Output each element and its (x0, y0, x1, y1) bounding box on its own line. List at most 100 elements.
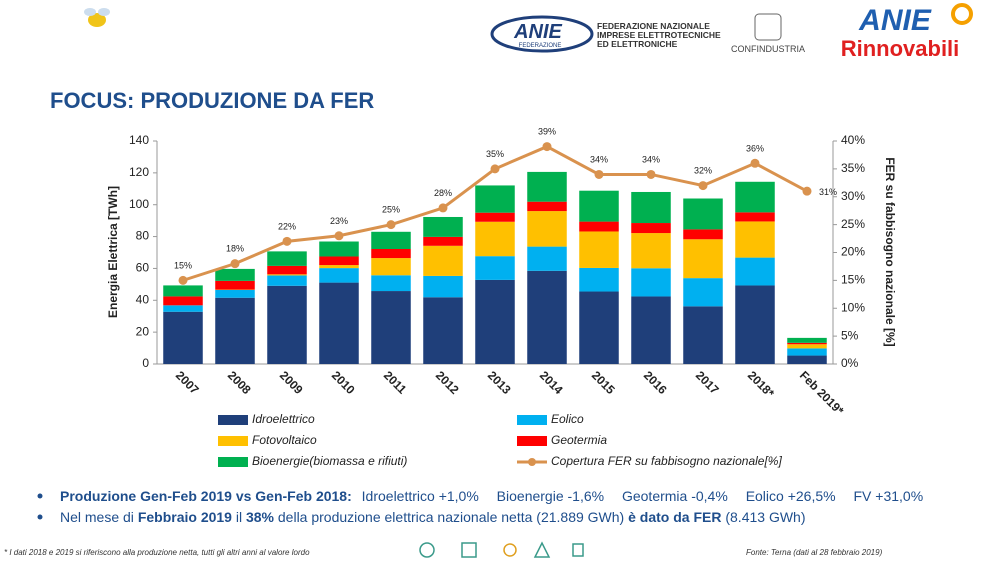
data-label: 28% (434, 188, 452, 198)
source: Fonte: Terna (dati al 28 febbraio 2019) (746, 548, 883, 557)
bullet-text: 38% (246, 509, 275, 525)
bar-segment (735, 285, 775, 364)
bullet-text: è dato da FER (628, 509, 721, 525)
y-tick-label: 100 (129, 197, 149, 211)
line-point (490, 164, 500, 174)
confindustria-emblem (754, 13, 782, 41)
bar-segment (475, 212, 515, 222)
data-label: 39% (538, 127, 556, 137)
line-point (802, 186, 812, 196)
bar-segment (215, 289, 255, 298)
bar-segment (371, 291, 411, 364)
bar-segment (787, 344, 827, 349)
bar-segment (579, 221, 619, 232)
x-tick-label: 2012 (433, 368, 462, 397)
x-tick-label: Feb 2019* (797, 368, 847, 418)
line-point (750, 158, 760, 168)
bar-segment (319, 256, 359, 266)
y2-tick-label: 5% (841, 328, 859, 342)
y2-tick-label: 10% (841, 300, 865, 314)
bar-segment (267, 274, 307, 276)
line-point (334, 231, 344, 241)
x-tick-label: 2009 (277, 368, 306, 397)
legend-swatch (218, 457, 248, 467)
x-tick-label: 2008 (225, 368, 254, 397)
federation-line: ED ELETTRONICHE (597, 39, 678, 49)
bar-segment (423, 297, 463, 364)
bar-segment (267, 251, 307, 266)
bar-segment (787, 337, 827, 343)
bar-segment (735, 212, 775, 222)
bar-segment (631, 223, 671, 234)
y-tick-label: 140 (129, 133, 149, 147)
bar-segment (579, 190, 619, 222)
bar-segment (215, 268, 255, 281)
bar-segment (267, 265, 307, 275)
legend-label: Fotovoltaico (252, 433, 317, 447)
y-tick-label: 40 (136, 292, 150, 306)
bar-segment (475, 185, 515, 213)
legend-swatch (517, 436, 547, 446)
bar-segment (735, 181, 775, 213)
bar-segment (475, 221, 515, 257)
chart: 0 20 40 60 80 100 120 140 0% 5% 10% 15% 20% 25% 30% 35%… (129, 127, 865, 469)
x-tick-label: 2018* (745, 368, 777, 400)
y2-tick-label: 30% (841, 189, 865, 203)
y-tick-label: 0 (142, 356, 149, 370)
bar-segment (423, 236, 463, 246)
bar-segment (319, 282, 359, 364)
bar-segment (631, 233, 671, 269)
legend-swatch (218, 436, 248, 446)
bar-segment (163, 311, 203, 364)
y2-tick-label: 0% (841, 356, 859, 370)
bullet-text: Bioenergie -1,6% (497, 488, 604, 504)
data-label: 32% (694, 166, 712, 176)
data-label: 36% (746, 143, 764, 153)
data-label: 35% (486, 149, 504, 159)
sun-icon (951, 3, 973, 25)
bar-segment (163, 305, 203, 312)
line-point (438, 203, 448, 213)
federation-line: IMPRESE ELETTROTECNICHE (597, 30, 721, 40)
bullet-text: Produzione Gen-Feb 2019 vs Gen-Feb 2018: (60, 488, 352, 504)
bullet: Nel mese di Febbraio 2019 il 38% della p… (60, 509, 806, 525)
y2-tick-label: 40% (841, 133, 865, 147)
bullet: Produzione Gen-Feb 2019 vs Gen-Feb 2018:… (60, 488, 923, 504)
bullet-text: Febbraio 2019 (138, 509, 232, 525)
bar-segment (735, 257, 775, 286)
bullet-text: il (232, 509, 246, 525)
footnote: * I dati 2018 e 2019 si riferiscono alla… (4, 548, 310, 557)
data-label: 31% (819, 187, 837, 197)
bar-segment (631, 268, 671, 297)
data-label: 34% (642, 154, 660, 164)
x-tick-label: 2014 (537, 368, 566, 397)
line-point (698, 181, 708, 191)
bullet-text: Geotermia -0,4% (622, 488, 728, 504)
line-point (230, 259, 240, 269)
line-point (386, 220, 396, 230)
y-tick-label: 60 (136, 261, 150, 275)
bullet-text: FV +31,0% (853, 488, 923, 504)
bar-segment (319, 241, 359, 257)
y-tick-label: 120 (129, 165, 149, 179)
bar-segment (527, 270, 567, 364)
bar-segment (579, 267, 619, 292)
bar-segment (475, 256, 515, 280)
federation-line: FEDERAZIONE NAZIONALE (597, 21, 710, 31)
bar-segment (423, 216, 463, 237)
bullet-dot (37, 514, 43, 520)
bar-segment (527, 246, 567, 271)
bar-segment (683, 198, 723, 230)
bar-segment (787, 355, 827, 364)
bullet-text: Nel mese di (60, 509, 138, 525)
bar-segment (683, 229, 723, 240)
bullet-text: Eolico +26,5% (746, 488, 836, 504)
line-point (282, 236, 292, 246)
bullet-text: Idroelettrico +1,0% (362, 488, 479, 504)
brand-bottom: Rinnovabili (841, 36, 960, 61)
bullet-text: della produzione elettrica nazionale net… (274, 509, 628, 525)
data-label: 22% (278, 221, 296, 231)
bee-icon (84, 8, 110, 27)
bar-segment (631, 296, 671, 364)
bar-segment (371, 275, 411, 292)
